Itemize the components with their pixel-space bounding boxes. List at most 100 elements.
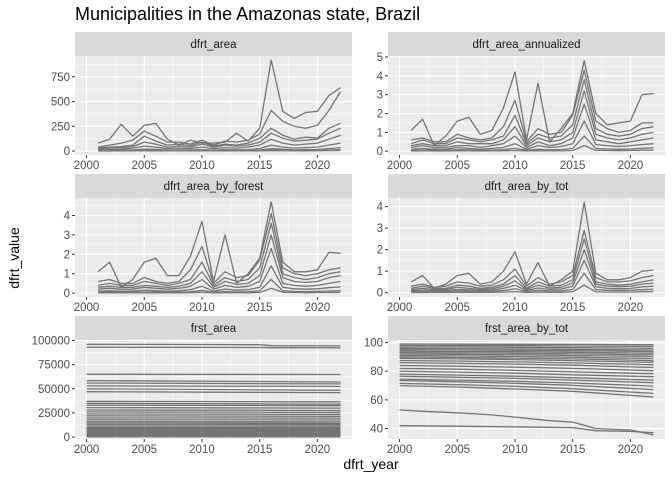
y-tick-label: 1 — [64, 269, 70, 281]
x-tick-label: 2000 — [387, 160, 413, 172]
series-line-1 — [410, 60, 654, 147]
y-tick-label: 40 — [370, 424, 383, 436]
series-line-5 — [98, 247, 341, 290]
facet-strip-label: frst_area — [191, 323, 237, 335]
x-tick-label: 2005 — [444, 160, 470, 172]
series-line-1 — [410, 201, 654, 290]
series-line-1 — [86, 343, 341, 347]
x-tick-label: 2010 — [502, 444, 528, 456]
facet-strip-label: dfrt_area_by_tot — [485, 181, 570, 193]
y-tick-label: 50000 — [38, 384, 70, 396]
x-tick-label: 2020 — [618, 160, 644, 172]
facet-strip — [75, 32, 352, 56]
series-line-2 — [410, 69, 654, 143]
series-line-13 — [86, 409, 341, 412]
series-line-3 — [98, 122, 341, 149]
series-line-16 — [399, 370, 654, 378]
facet-panel-dfrt-area-by-forest: dfrt_area_by_forest 2000 2005 2010 2015 2020 0… — [64, 174, 352, 314]
series-line-9 — [399, 354, 654, 360]
x-tick-label: 2015 — [560, 444, 586, 456]
facet-strip-label: dfrt_area_annualized — [472, 39, 580, 51]
facet-strip — [388, 316, 665, 340]
series-line-6 — [98, 265, 341, 292]
series-line-7 — [86, 388, 341, 391]
y-tick-label: 1 — [377, 266, 383, 278]
x-tick-label: 2005 — [131, 160, 157, 172]
series-line-20 — [399, 379, 654, 391]
series-group — [399, 343, 654, 436]
x-tick-label: 2015 — [247, 160, 273, 172]
series-line-4 — [86, 379, 341, 383]
y-tick-label: 3 — [377, 223, 383, 235]
series-line-8 — [399, 353, 654, 358]
y-tick-label: 100 — [364, 338, 383, 350]
series-line-19 — [399, 378, 654, 387]
series-line-5 — [399, 349, 654, 353]
x-tick-label: 2010 — [189, 160, 215, 172]
series-line-22 — [399, 384, 654, 398]
series-line-24 — [399, 425, 654, 434]
y-tick-label: 5 — [377, 52, 383, 64]
series-line-21 — [399, 382, 654, 395]
x-axis-title: dfrt_year — [343, 456, 399, 472]
facet-panel-dfrt-area-by-tot: dfrt_area_by_tot 2000 2005 2010 2015 2020 0 1 2 3… — [377, 174, 665, 314]
x-tick-label: 2020 — [305, 444, 331, 456]
series-line-5 — [98, 134, 341, 151]
series-line-3 — [97, 222, 341, 287]
y-tick-label: 100000 — [32, 335, 70, 347]
series-line-4 — [98, 234, 341, 288]
facet-strip-label: dfrt_area_by_forest — [164, 181, 265, 193]
facet-strip — [75, 316, 352, 340]
series-line-12 — [399, 359, 654, 366]
y-tick-label: 0 — [64, 146, 70, 158]
x-tick-label: 2000 — [74, 302, 100, 314]
series-line-10 — [399, 356, 654, 362]
facet-strip-label: frst_area_by_tot — [485, 323, 569, 335]
series-line-12 — [86, 406, 341, 409]
chart-title: Municipalities in the Amazonas state, Br… — [75, 4, 421, 24]
x-tick-label: 2015 — [560, 302, 586, 314]
x-tick-label: 2000 — [74, 444, 100, 456]
series-line-9 — [98, 149, 341, 152]
y-tick-label: 3 — [377, 90, 383, 102]
facet-strip-label: dfrt_area — [190, 39, 237, 51]
x-tick-label: 2020 — [305, 160, 331, 172]
series-line-3 — [410, 238, 654, 290]
facet-panel-dfrt-area: dfrt_area 2000 2005 2010 2015 2020 0 250 500 750 — [51, 32, 352, 172]
series-line-4 — [410, 90, 654, 147]
series-line-6 — [411, 120, 654, 150]
series-line-8 — [411, 144, 654, 152]
y-tick-label: 2 — [64, 249, 70, 261]
series-line-13 — [399, 361, 654, 369]
y-tick-label: 1 — [377, 127, 383, 139]
series-line-7 — [411, 284, 654, 294]
x-tick-label: 2020 — [618, 302, 644, 314]
series-group — [410, 201, 654, 294]
series-line-2 — [86, 346, 341, 349]
y-tick-label: 500 — [51, 97, 70, 109]
x-tick-label: 2015 — [247, 444, 273, 456]
y-tick-label: 750 — [51, 72, 70, 84]
series-line-2 — [97, 212, 341, 285]
series-line-4 — [399, 347, 654, 351]
series-line-10 — [86, 402, 341, 405]
series-line-4 — [411, 249, 654, 291]
y-tick-label: 80 — [370, 366, 383, 378]
y-tick-label: 60 — [370, 395, 383, 407]
series-line-18 — [399, 375, 654, 384]
series-line-7 — [411, 135, 654, 151]
series-group — [97, 201, 341, 294]
series-line-5 — [86, 382, 341, 385]
y-tick-label: 0 — [377, 146, 383, 158]
series-line-8 — [98, 287, 341, 294]
series-line-15 — [399, 367, 654, 375]
x-tick-label: 2015 — [560, 160, 586, 172]
x-tick-label: 2020 — [618, 444, 644, 456]
series-line-16 — [86, 415, 341, 417]
x-tick-label: 2020 — [305, 302, 331, 314]
series-group — [410, 60, 654, 152]
x-tick-label: 2010 — [189, 302, 215, 314]
facet-strip — [388, 32, 665, 56]
y-tick-label: 0 — [64, 288, 70, 300]
